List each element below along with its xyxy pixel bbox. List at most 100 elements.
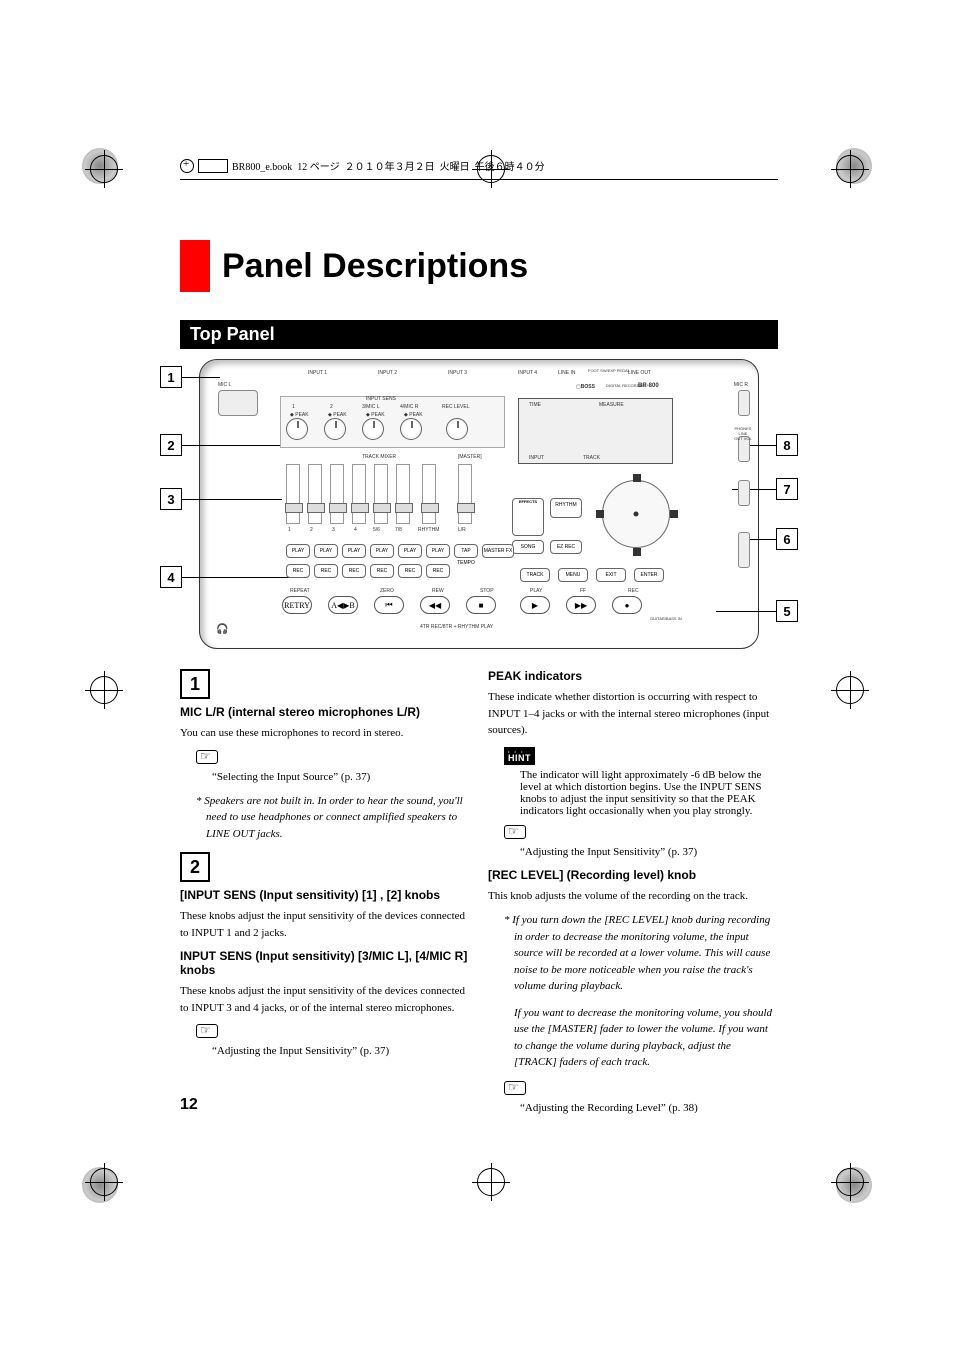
fader-rhythm[interactable] [422,464,436,524]
callout-8: 8 [776,434,798,456]
callout-7: 7 [776,478,798,500]
rhythm-btn[interactable]: RHYTHM [550,498,582,518]
linein-label: LINE IN [558,370,576,376]
callout-5: 5 [776,600,798,622]
header-rule [180,179,778,180]
lcd-display: TIME MEASURE INPUT TRACK [518,398,673,464]
rec-btn-5[interactable]: REC [398,564,422,578]
track-rhythm: RHYTHM [418,527,439,533]
callout-line [182,377,220,378]
sens-knob-2[interactable] [324,418,346,440]
callout-3: 3 [160,488,182,510]
fader-1[interactable] [286,464,300,524]
rec-level-note-1: * If you turn down the [REC LEVEL] knob … [504,912,776,995]
play-btn-5[interactable]: PLAY [398,544,422,558]
hint-icon: • • •HINT [504,747,535,765]
rec-btn-1[interactable]: REC [286,564,310,578]
peak-2: ◆ PEAK [328,412,347,418]
pointing-hand-icon [504,1081,526,1095]
track-label: TRACK [583,455,600,461]
cursor-right[interactable] [670,510,678,518]
registration-br [836,1168,864,1196]
track-btn[interactable]: TRACK [520,568,550,582]
peak-4: ◆ PEAK [404,412,423,418]
play-btn-1[interactable]: PLAY [286,544,310,558]
ff-btn[interactable]: ▶▶ [566,596,596,614]
fader-master[interactable] [458,464,472,524]
page-title: Panel Descriptions [222,247,528,286]
ref-adjust-sens-2: “Adjusting the Input Sensitivity” (p. 37… [520,846,776,858]
pointing-hand-icon [504,825,526,839]
callout-2: 2 [160,434,182,456]
play-btn-2[interactable]: PLAY [314,544,338,558]
jog-dial[interactable] [602,480,670,548]
page-title-block: Panel Descriptions [180,240,778,292]
sens-knob-3[interactable] [362,418,384,440]
fader-2[interactable] [308,464,322,524]
fader-56[interactable] [374,464,388,524]
sens-knob-1[interactable] [286,418,308,440]
page-content: BR800_e.book 12 ページ ２０１０年３月２日 火曜日 午後６時４０… [180,158,778,1124]
callout-ref-2: 2 [180,852,210,882]
play-btn-6[interactable]: PLAY [426,544,450,558]
sens-34-text: These knobs adjust the input sensitivity… [180,983,468,1016]
pointing-hand-icon [196,1024,218,1038]
callout-ref-1: 1 [180,669,210,699]
track-56: 5/6 [373,527,380,533]
tap-btn[interactable]: TAP TEMPO [454,544,478,558]
masterfx-btn[interactable]: MASTER FX [482,544,514,558]
input-sens-section: INPUT SENS [280,396,505,448]
page-number: 12 [180,1096,198,1114]
rec-btn-6[interactable]: REC [426,564,450,578]
sens-header: INPUT SENS [366,396,396,402]
cursor-down[interactable] [633,548,641,556]
section-heading: Top Panel [180,320,778,349]
play-label: PLAY [530,588,542,594]
play-btn[interactable]: ▶ [520,596,550,614]
rew-btn[interactable]: ◀◀ [420,596,450,614]
bottom-label: 4TR REC/8TR + RHYTHM PLAY [420,624,493,630]
exit-btn[interactable]: EXIT [596,568,626,582]
fader-4[interactable] [352,464,366,524]
registration-mr [836,676,864,704]
ezrec-btn[interactable]: EZ REC [550,540,582,554]
fader-78[interactable] [396,464,410,524]
menu-btn[interactable]: MENU [558,568,588,582]
song-btn[interactable]: SONG [512,540,544,554]
sens-knob-4[interactable] [400,418,422,440]
sd-slot [218,390,258,416]
sens-4: 4/MIC R [400,404,418,410]
registration-ml [90,676,118,704]
fader-3[interactable] [330,464,344,524]
fx-col[interactable]: EFFECTS [512,498,544,536]
rec-btn-4[interactable]: REC [370,564,394,578]
model-label: BR-800 [638,383,659,389]
zero-btn[interactable]: ⏮ [374,596,404,614]
track-78: 7/8 [395,527,402,533]
registration-tr [836,155,864,183]
retry-btn[interactable]: RETRY [282,596,312,614]
stop-label: STOP [480,588,494,594]
ab-btn[interactable]: A◀▶B [328,596,358,614]
rec-btn[interactable]: ● [612,596,642,614]
rec-level-text: This knob adjusts the volume of the reco… [488,888,776,905]
cursor-up[interactable] [633,474,641,482]
registration-mb [477,1168,505,1196]
stop-btn[interactable]: ■ [466,596,496,614]
enter-btn[interactable]: ENTER [634,568,664,582]
ref-select-input: “Selecting the Input Source” (p. 37) [212,771,468,783]
rec-btn-3[interactable]: REC [342,564,366,578]
track-mixer-label: TRACK MIXER [362,454,396,460]
play-btn-4[interactable]: PLAY [370,544,394,558]
callout-1: 1 [160,366,182,388]
rec-btn-2[interactable]: REC [314,564,338,578]
headphone-icon: 🎧 [216,624,228,635]
sens-34-heading: INPUT SENS (Input sensitivity) [3/MIC L]… [180,949,468,977]
gtr-bass-label: GUITAR/BASS IN [650,616,682,621]
input2-label: INPUT 2 [378,370,397,376]
rec-level-knob[interactable] [446,418,468,440]
play-btn-3[interactable]: PLAY [342,544,366,558]
cursor-left[interactable] [596,510,604,518]
track-lr: L/R [458,527,466,533]
callout-4: 4 [160,566,182,588]
